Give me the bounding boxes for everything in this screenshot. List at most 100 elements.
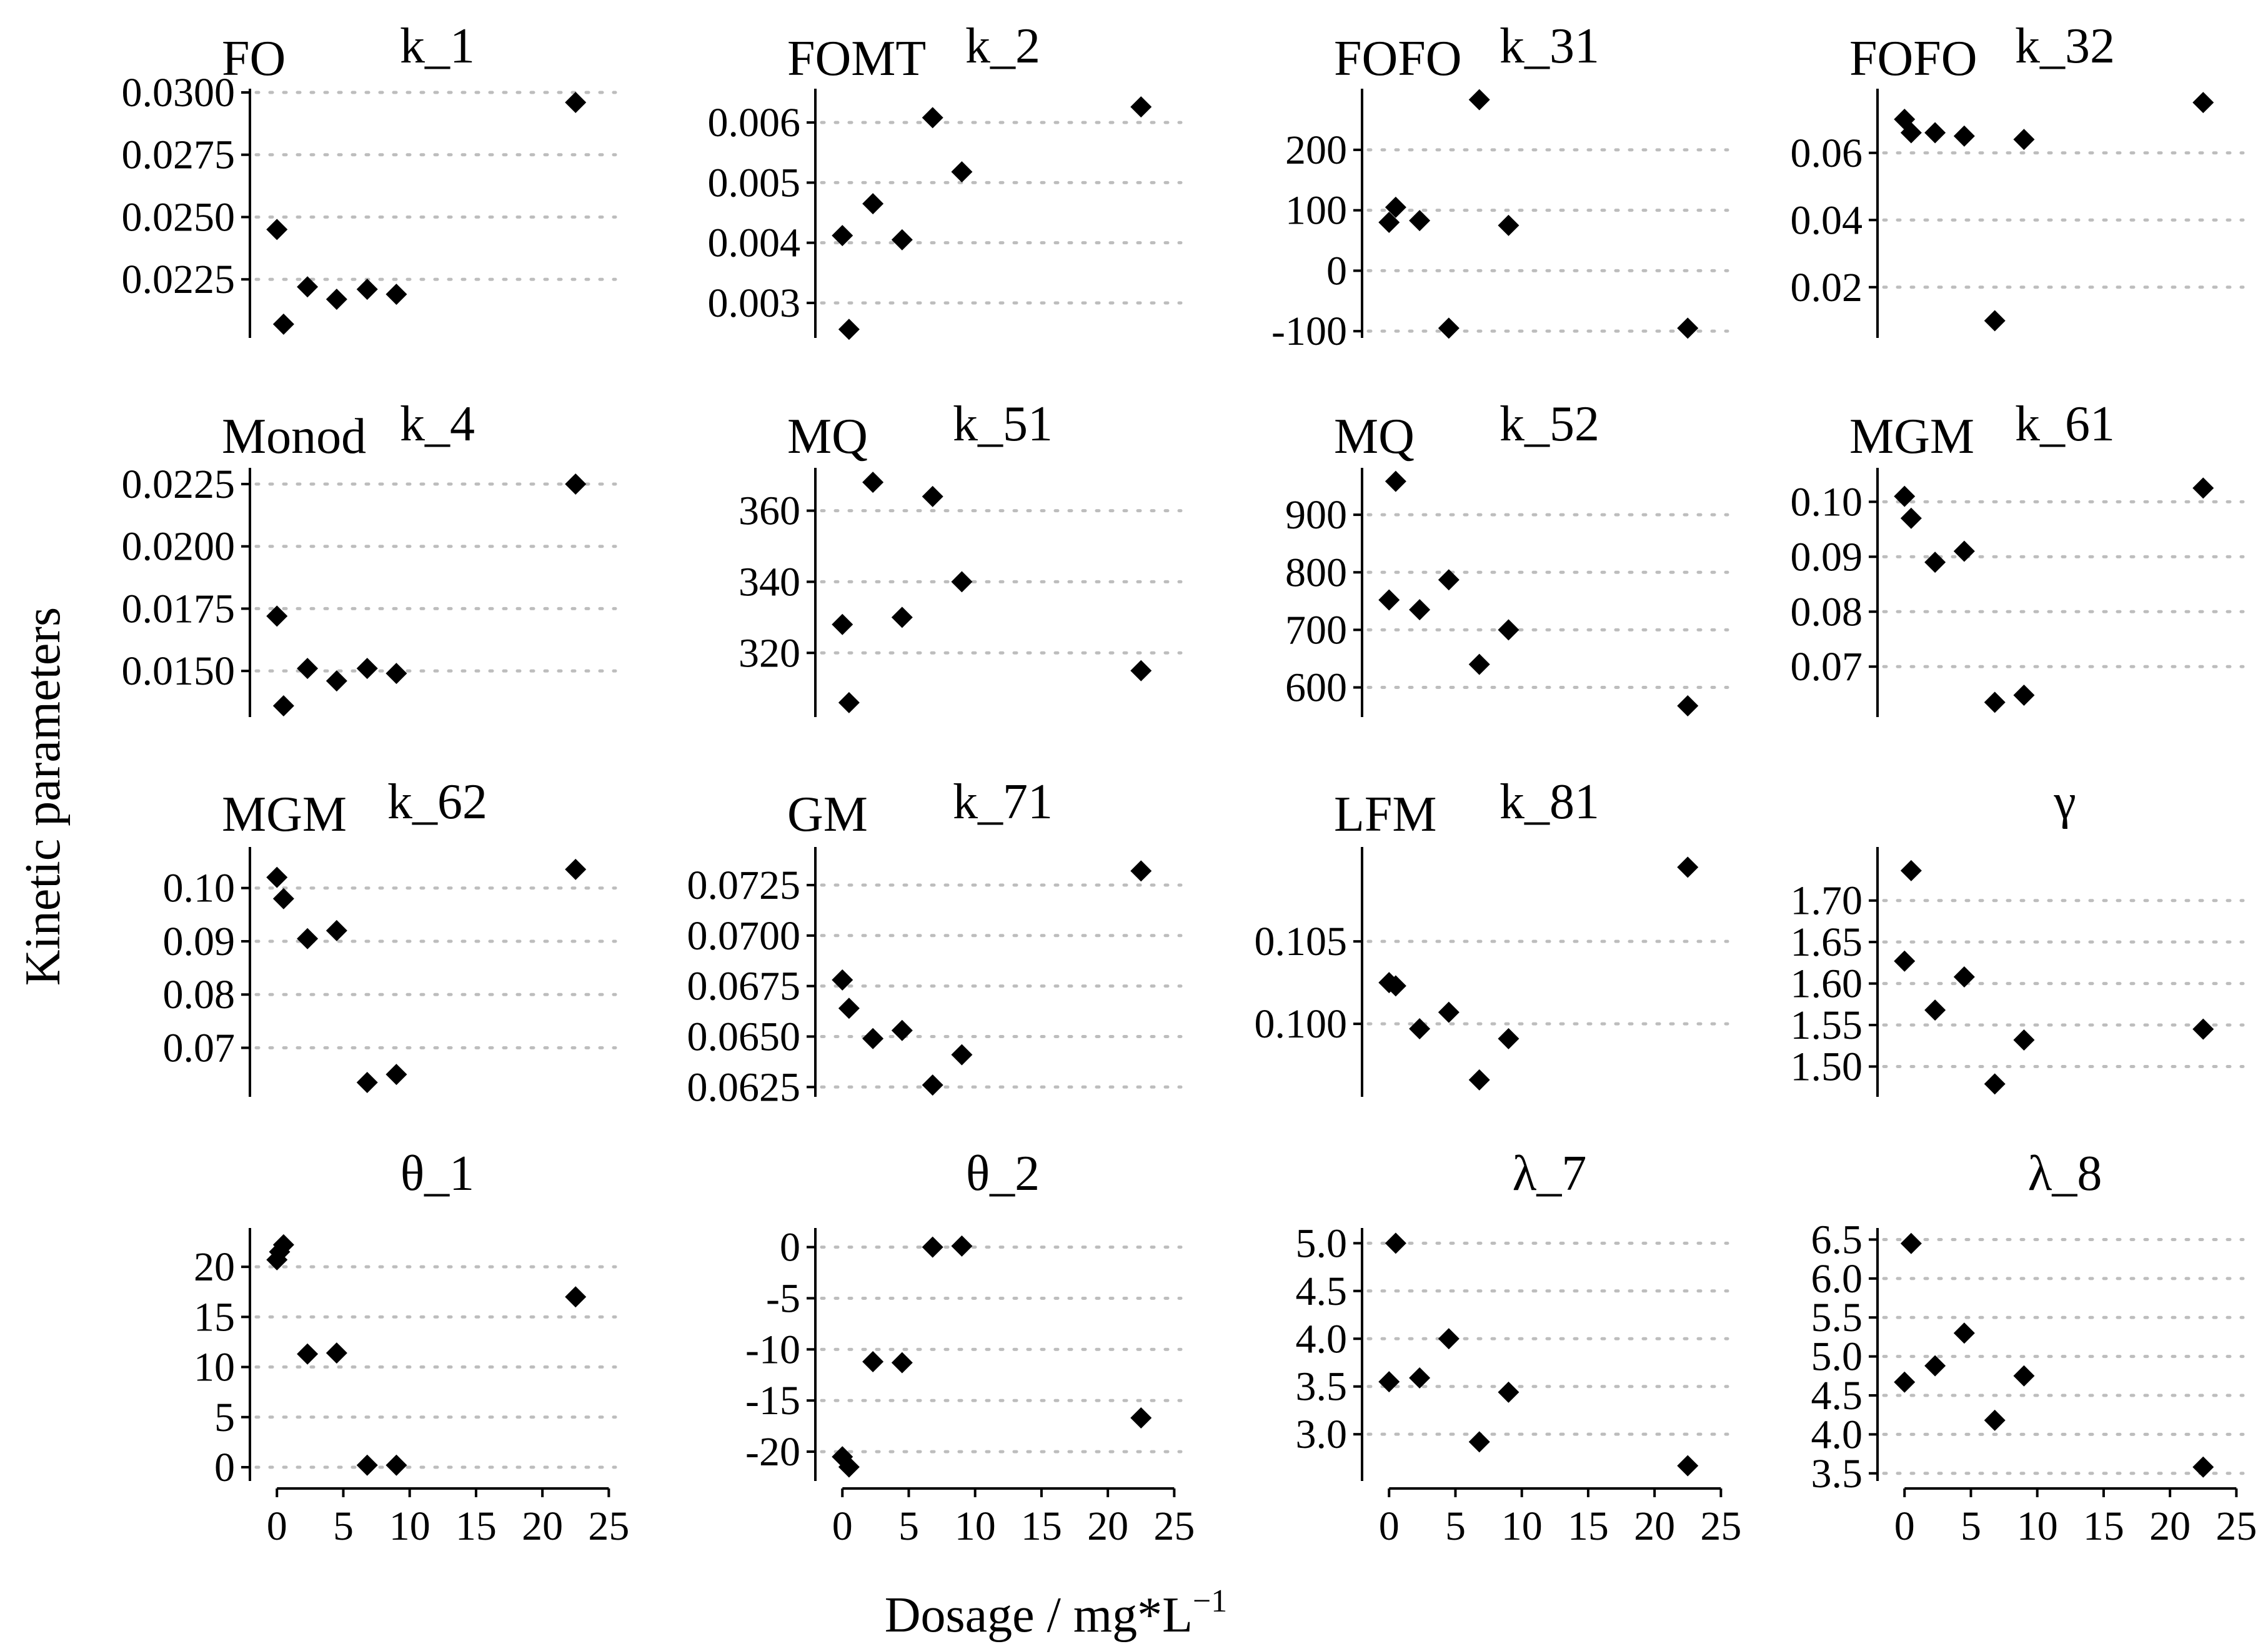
y-tick-label: 0.0625 (687, 1064, 801, 1110)
data-point (1677, 317, 1699, 339)
y-tick-label: 1.55 (1791, 1003, 1863, 1048)
y-tick-label: 0.0225 (122, 257, 236, 302)
y-tick-label: 10 (194, 1345, 235, 1390)
y-tick-label: 600 (1285, 665, 1347, 711)
x-axis-title-main: Dosage / mg*L (885, 1588, 1193, 1643)
panel-16: λ_8 3.54.04.55.05.56.06.5 0 5 10 15 20 25 (1811, 1146, 2257, 1549)
y-tick-label: 3.5 (1811, 1451, 1863, 1497)
data-point (922, 107, 943, 129)
data-point (2192, 1456, 2214, 1478)
x-tick-label: 0 (1379, 1503, 1400, 1549)
data-point (951, 1044, 973, 1066)
data-point (565, 91, 587, 113)
data-point (832, 225, 853, 247)
data-point (862, 472, 884, 493)
panel-title: θ_1 (400, 1146, 474, 1201)
data-point (1984, 310, 2006, 332)
data-point (565, 473, 587, 495)
y-tick-label: 20 (194, 1244, 235, 1290)
y-tick-label: 800 (1285, 550, 1347, 595)
data-point (862, 193, 884, 215)
panel-4: FOFO k_32 0.02 0.04 0.06 (1791, 19, 2245, 338)
data-point (2013, 684, 2035, 706)
data-point (1385, 975, 1406, 997)
panel-title: k_4 (400, 397, 475, 452)
x-axis-title-superscript: −1 (1193, 1583, 1227, 1619)
data-point (838, 691, 860, 713)
data-point (832, 613, 853, 635)
x-tick-label: 5 (898, 1503, 919, 1549)
y-tick-label: 700 (1285, 607, 1347, 653)
y-tick-label: 15 (194, 1294, 235, 1340)
y-tick-label: 360 (739, 488, 800, 534)
panel-11: LFM k_81 0.100 0.105 (1255, 775, 1729, 1097)
data-point (1378, 212, 1400, 234)
y-tick-label: 0.09 (163, 919, 236, 964)
data-point (297, 1343, 319, 1365)
data-point (2192, 1018, 2214, 1040)
data-point (266, 866, 288, 888)
data-point (922, 1074, 943, 1096)
x-tick-label: 25 (1153, 1503, 1195, 1549)
x-tick-label: 15 (455, 1503, 497, 1549)
data-point (565, 858, 587, 880)
data-point (1900, 859, 1922, 881)
x-tick-label: 20 (522, 1503, 563, 1549)
data-point (1468, 653, 1490, 675)
data-point (1409, 1018, 1431, 1040)
panel-model-label: MQ (1334, 409, 1415, 464)
panel-6: MQ k_51 320 340 360 (739, 397, 1183, 717)
data-point (356, 658, 378, 680)
data-point (1438, 1001, 1460, 1023)
panel-model-label: LFM (1334, 787, 1437, 842)
data-point (1900, 1232, 1922, 1254)
y-tick-label: 1.65 (1791, 919, 1863, 965)
y-tick-label: 100 (1285, 188, 1347, 234)
y-tick-label: 0 (780, 1225, 800, 1270)
data-point (1677, 1455, 1699, 1477)
data-point (1677, 695, 1699, 717)
y-tick-label: -15 (745, 1378, 800, 1424)
panel-title: k_52 (1500, 397, 1599, 452)
y-tick-label: 0.0250 (122, 194, 236, 240)
data-point (272, 888, 294, 909)
data-point (1438, 317, 1460, 339)
data-point (1438, 1328, 1460, 1350)
panel-1: FO k_1 0.0225 0.0250 0.0275 0.0300 (122, 19, 617, 338)
x-tick-label: 10 (389, 1503, 430, 1549)
data-point (951, 161, 973, 183)
x-tick-label: 0 (832, 1503, 853, 1549)
data-point (2013, 129, 2035, 151)
data-point (891, 1352, 913, 1374)
data-point (1924, 999, 1946, 1021)
data-point (832, 969, 853, 991)
y-tick-label: 6.0 (1811, 1256, 1863, 1302)
y-tick-label: 0.003 (708, 280, 801, 326)
x-tick-label: 15 (2083, 1503, 2124, 1549)
y-tick-label: 0.0200 (122, 524, 236, 570)
data-point (891, 607, 913, 628)
data-point (297, 658, 319, 680)
data-point (1378, 1371, 1400, 1393)
y-tick-label: 0.0725 (687, 863, 801, 908)
y-tick-label: 0.10 (163, 866, 236, 911)
data-point (356, 279, 378, 300)
y-tick-label: 900 (1285, 492, 1347, 538)
data-point (1409, 1367, 1431, 1389)
y-tick-label: 0.0225 (122, 462, 236, 507)
data-point (2013, 1365, 2035, 1387)
data-point (1924, 122, 1946, 144)
data-point (385, 663, 407, 685)
data-point (1953, 966, 1975, 988)
y-tick-label: 200 (1285, 127, 1347, 173)
data-point (1953, 540, 1975, 562)
panel-title: k_31 (1500, 19, 1599, 74)
data-point (838, 319, 860, 340)
x-tick-label: 20 (1087, 1503, 1128, 1549)
x-tick-label: 10 (1501, 1503, 1543, 1549)
data-point (951, 1235, 973, 1257)
y-tick-label: 0.105 (1255, 919, 1348, 964)
data-point (1385, 1232, 1406, 1254)
data-point (1924, 552, 1946, 573)
x-tick-label: 10 (2017, 1503, 2058, 1549)
